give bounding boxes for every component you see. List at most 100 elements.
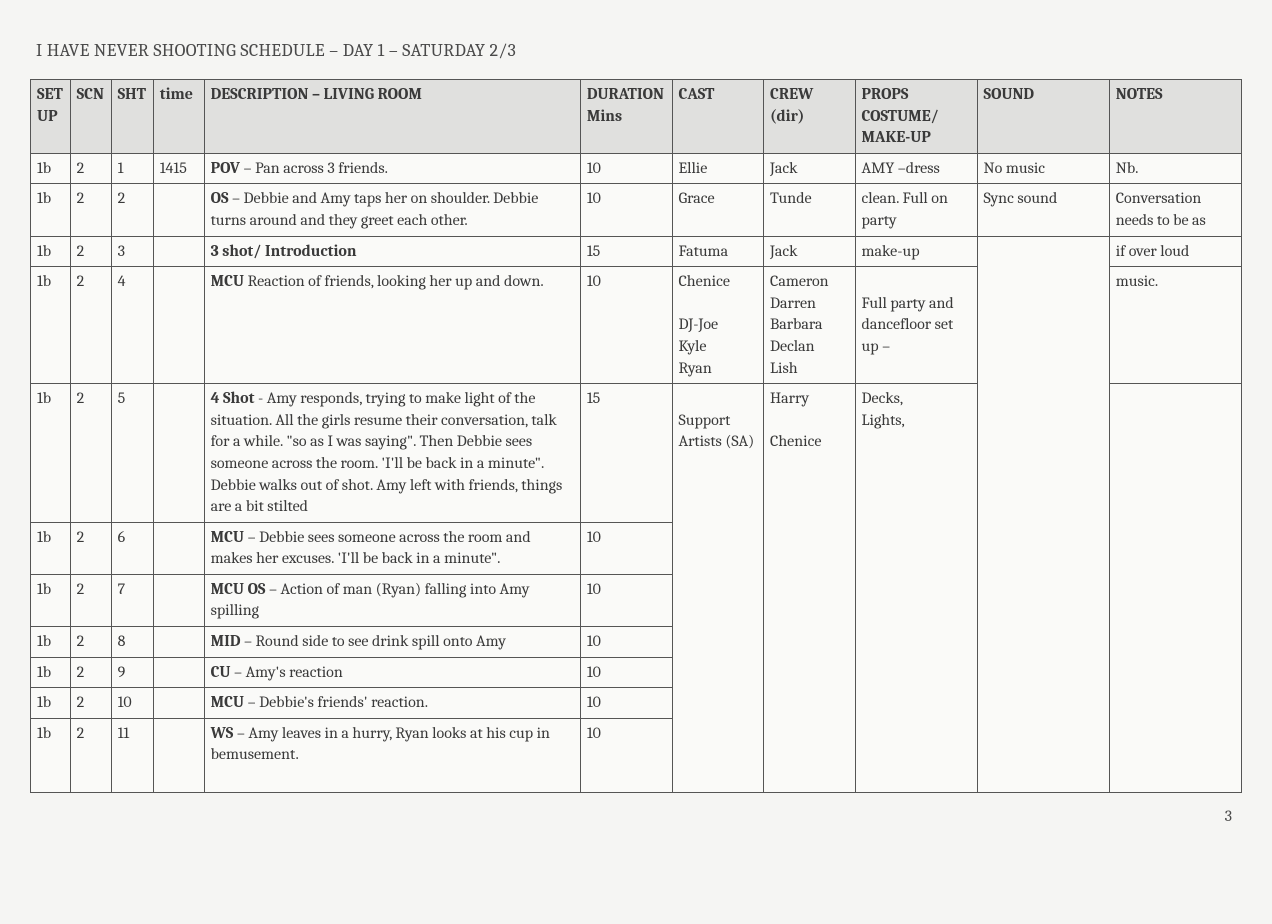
table-cell [764,718,856,792]
table-cell-description: 3 shot/ Introduction [204,236,580,267]
table-cell [153,718,204,792]
table-cell: 1b [31,718,71,792]
table-row: 1b27MCU OS – Action of man (Ryan) fallin… [31,574,1242,626]
table-cell [672,574,764,626]
table-cell [153,627,204,658]
table-cell [977,657,1109,688]
table-cell [672,688,764,719]
table-cell-description: MCU OS – Action of man (Ryan) falling in… [204,574,580,626]
table-cell [977,267,1109,384]
table-cell [977,574,1109,626]
table-cell: music. [1109,267,1241,384]
table-cell: No music [977,153,1109,184]
table-cell [153,574,204,626]
table-cell: 10 [580,688,672,719]
h-notes: NOTES [1109,80,1241,154]
table-cell: Tunde [764,184,856,236]
table-cell [855,574,977,626]
table-cell: Conversation needs to be as [1109,184,1241,236]
table-cell: Jack [764,153,856,184]
table-cell: 2 [70,153,111,184]
table-cell: 1b [31,574,71,626]
page-number: 3 [30,807,1242,825]
table-row: 1b29CU – Amy's reaction10 [31,657,1242,688]
h-props: PROPS COSTUME/ MAKE-UP [855,80,977,154]
h-scn: SCN [70,80,111,154]
table-cell: 1 [111,153,153,184]
table-cell: Nb. [1109,153,1241,184]
table-cell [1109,657,1241,688]
table-cell: 2 [70,184,111,236]
table-cell [855,657,977,688]
table-cell [977,688,1109,719]
table-cell [855,688,977,719]
table-cell [855,522,977,574]
table-row: 1b233 shot/ Introduction15FatumaJackmake… [31,236,1242,267]
table-cell: 2 [70,384,111,523]
table-cell: Chenice DJ-Joe Kyle Ryan [672,267,764,384]
h-sound: SOUND [977,80,1109,154]
table-cell [153,184,204,236]
table-cell: 5 [111,384,153,523]
table-cell: 1b [31,184,71,236]
table-cell-description: MCU – Debbie's friends' reaction. [204,688,580,719]
h-time: time [153,80,204,154]
h-crew: CREW (dir) [764,80,856,154]
table-cell [1109,718,1241,792]
table-cell [153,657,204,688]
table-cell: 15 [580,236,672,267]
table-cell: 2 [70,627,111,658]
table-cell [764,657,856,688]
table-cell: Fatuma [672,236,764,267]
h-dur: DURATION Mins [580,80,672,154]
table-cell: 10 [580,184,672,236]
header-row: SET UP SCN SHT time DESCRIPTION – LIVING… [31,80,1242,154]
table-row: 1b211415POV – Pan across 3 friends.10Ell… [31,153,1242,184]
table-cell [977,522,1109,574]
table-cell: Grace [672,184,764,236]
table-cell-description: MID – Round side to see drink spill onto… [204,627,580,658]
table-cell [764,627,856,658]
table-cell: 1b [31,267,71,384]
table-cell: 1b [31,627,71,658]
table-row: 1b210MCU – Debbie's friends' reaction.10 [31,688,1242,719]
table-cell-description: MCU – Debbie sees someone across the roo… [204,522,580,574]
table-cell [1109,384,1241,523]
table-cell [855,718,977,792]
table-cell: 11 [111,718,153,792]
table-cell: 1415 [153,153,204,184]
table-cell: 1b [31,522,71,574]
table-cell: 1b [31,153,71,184]
table-cell: 1b [31,384,71,523]
table-cell: 8 [111,627,153,658]
h-cast: CAST [672,80,764,154]
table-cell [977,627,1109,658]
table-cell: 10 [580,718,672,792]
table-cell: Full party and dancefloor set up – [855,267,977,384]
table-row: 1b25 4 Shot - Amy responds, trying to mak… [31,384,1242,523]
table-cell [672,657,764,688]
table-cell: Sync sound [977,184,1109,236]
table-cell: Ellie [672,153,764,184]
table-row: 1b22OS – Debbie and Amy taps her on shou… [31,184,1242,236]
table-row: 1b28 MID – Round side to see drink spill … [31,627,1242,658]
table-cell: 10 [580,522,672,574]
table-cell [1109,574,1241,626]
table-row: 1b211WS – Amy leaves in a hurry, Ryan lo… [31,718,1242,792]
table-cell-description: CU – Amy's reaction [204,657,580,688]
table-cell: 1b [31,688,71,719]
table-cell: 2 [70,267,111,384]
schedule-table: SET UP SCN SHT time DESCRIPTION – LIVING… [30,79,1242,793]
table-cell [1109,627,1241,658]
table-cell: 1b [31,236,71,267]
table-cell: 10 [580,153,672,184]
table-cell [764,574,856,626]
table-cell: 2 [70,522,111,574]
table-cell: 1b [31,657,71,688]
table-cell-description: 4 Shot - Amy responds, trying to make li… [204,384,580,523]
table-cell: Jack [764,236,856,267]
table-cell-description: MCU Reaction of friends, looking her up … [204,267,580,384]
table-cell [1109,522,1241,574]
table-cell [153,522,204,574]
table-cell [153,384,204,523]
